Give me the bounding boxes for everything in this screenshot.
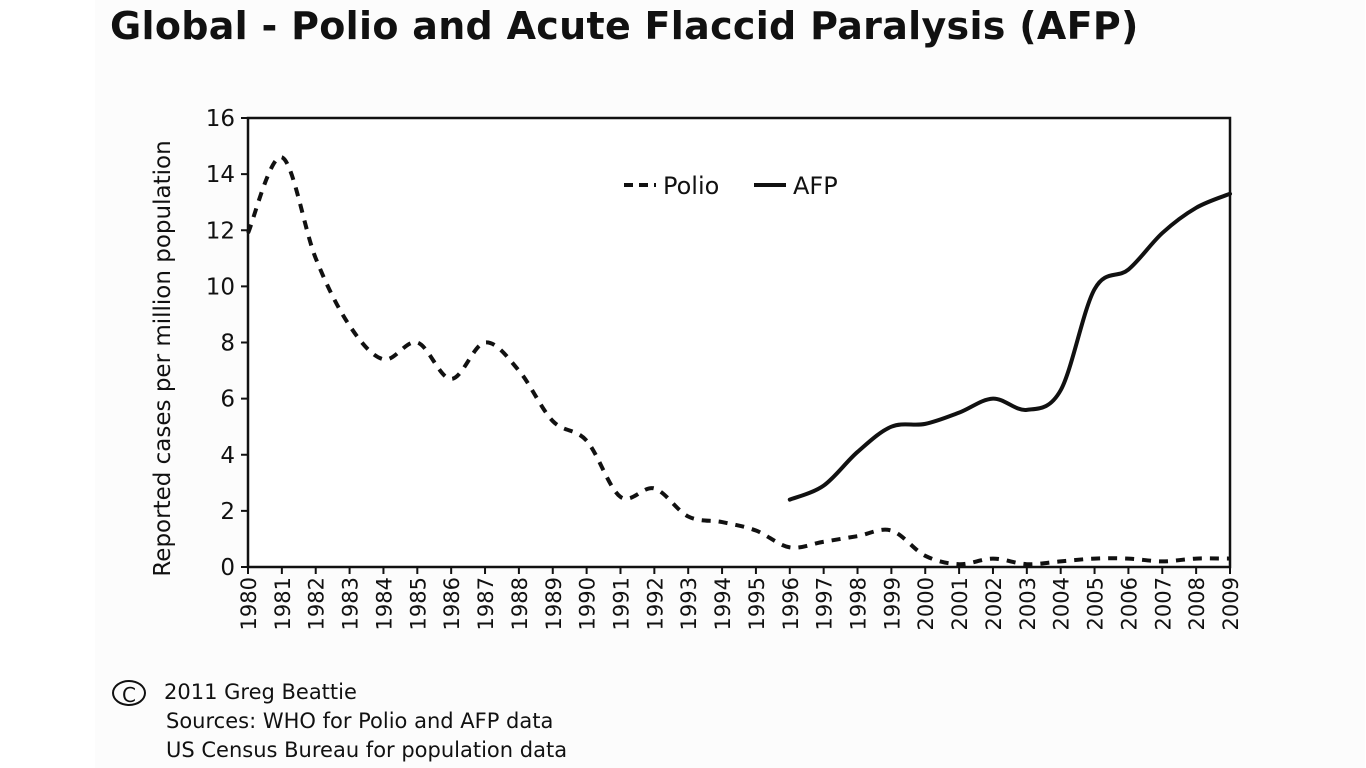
x-tick-label: 1988 — [508, 577, 532, 630]
y-tick-label: 4 — [220, 443, 235, 469]
chart-footer: C 2011 Greg Beattie Sources: WHO for Pol… — [112, 678, 567, 765]
x-tick-label: 2009 — [1219, 577, 1243, 630]
x-tick-label: 2006 — [1117, 577, 1141, 630]
x-tick-label: 2004 — [1050, 577, 1074, 630]
series-line-afp — [787, 191, 1232, 502]
x-tick-label: 1994 — [711, 577, 735, 630]
legend-label-polio: Polio — [663, 172, 719, 200]
plot-area — [246, 116, 1232, 569]
x-tick-label: 2007 — [1151, 577, 1175, 630]
x-tick-label: 1995 — [745, 577, 769, 630]
y-tick-label: 12 — [206, 218, 235, 244]
copyright-icon: C — [112, 679, 146, 707]
x-tick-label: 2002 — [982, 577, 1006, 630]
x-tick-label: 2001 — [948, 577, 972, 630]
x-tick-label: 1996 — [779, 577, 803, 630]
x-tick-label: 1998 — [847, 577, 871, 630]
y-axis-label: Reported cases per million population — [150, 140, 176, 576]
sources-line-1: Sources: WHO for Polio and AFP data — [166, 709, 554, 733]
y-tick-label: 10 — [206, 274, 235, 300]
x-tick-label: 1993 — [677, 577, 701, 630]
x-tick-label: 1989 — [542, 577, 566, 630]
y-tick-label: 16 — [206, 106, 235, 132]
x-tick-label: 1984 — [372, 577, 396, 630]
x-tick-label: 1999 — [880, 577, 904, 630]
y-tick-label: 14 — [206, 162, 235, 188]
x-tick-label: 2000 — [914, 577, 938, 630]
x-tick-label: 1990 — [576, 577, 600, 630]
x-tick-label: 1991 — [609, 577, 633, 630]
copyright-line: C 2011 Greg Beattie — [112, 678, 567, 707]
chart-title: Global - Polio and Acute Flaccid Paralys… — [110, 4, 1139, 48]
copyright-text: 2011 Greg Beattie — [164, 680, 357, 704]
x-tick-label: 1992 — [643, 577, 667, 630]
x-tick-label: 1982 — [305, 577, 329, 630]
y-tick-label: 0 — [220, 555, 235, 581]
x-tick-label: 2003 — [1016, 577, 1040, 630]
x-tick-label: 1980 — [237, 577, 261, 630]
x-tick-label: 2005 — [1084, 577, 1108, 630]
x-tick-label: 1997 — [813, 577, 837, 630]
y-tick-label: 8 — [220, 331, 235, 357]
sources-line-2: US Census Bureau for population data — [166, 738, 568, 762]
legend-label-afp: AFP — [793, 172, 838, 200]
x-tick-label: 1986 — [440, 577, 464, 630]
x-tick-label: 1983 — [339, 577, 363, 630]
x-tick-label: 1985 — [406, 577, 430, 630]
x-tick-label: 1987 — [474, 577, 498, 630]
x-tick-label: 2008 — [1185, 577, 1209, 630]
y-tick-label: 6 — [220, 387, 235, 413]
series-line-polio — [246, 155, 1231, 567]
x-tick-label: 1981 — [271, 577, 295, 630]
y-tick-label: 2 — [220, 499, 235, 525]
